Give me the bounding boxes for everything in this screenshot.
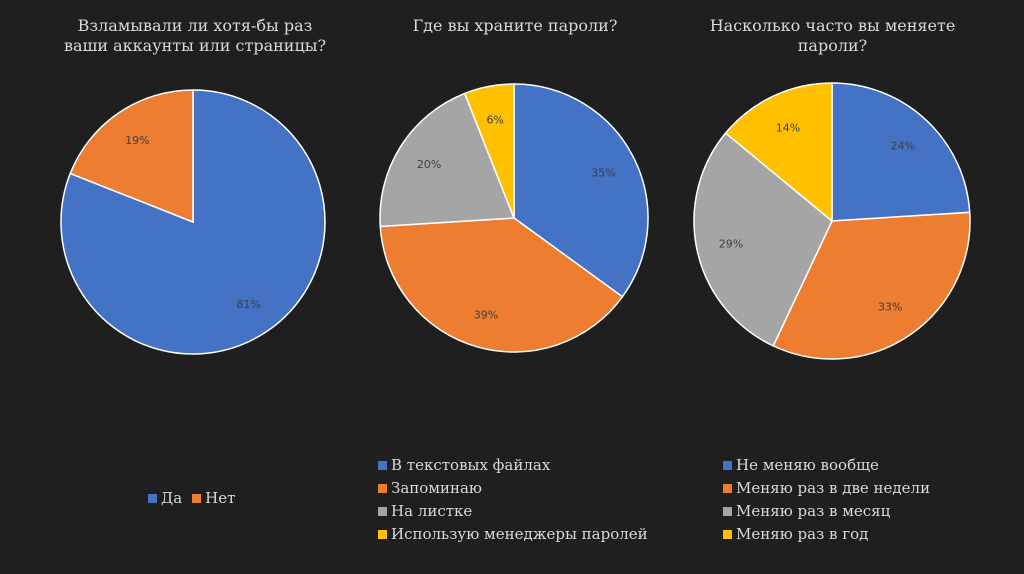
legend-swatch bbox=[148, 494, 157, 503]
legend-swatch bbox=[723, 507, 732, 516]
slice-label: 81% bbox=[236, 298, 260, 311]
pie-chart-password-change: Насколько часто вы меняете пароли? 24% 33… bbox=[665, 0, 1000, 574]
legend: В текстовых файлах Запоминаю На листке Испо… bbox=[378, 454, 648, 546]
legend-item: Использую менеджеры паролей bbox=[378, 523, 648, 546]
pie-slice bbox=[379, 92, 516, 228]
slice-label: 33% bbox=[878, 301, 902, 314]
slice-label: 29% bbox=[719, 238, 743, 251]
legend-item: В текстовых файлах bbox=[378, 454, 648, 477]
pie-slice bbox=[772, 211, 971, 360]
legend-label: Меняю раз в год bbox=[736, 525, 869, 543]
legend-label: В текстовых файлах bbox=[391, 456, 551, 474]
slice-label: 6% bbox=[486, 113, 503, 126]
legend-item: Меняю раз в две недели bbox=[723, 477, 930, 500]
legend-swatch bbox=[378, 484, 387, 493]
legend-label: Использую менеджеры паролей bbox=[391, 525, 648, 543]
legend-swatch bbox=[378, 507, 387, 516]
pie-slice bbox=[513, 83, 649, 298]
pie-slice bbox=[379, 217, 624, 353]
legend: Не меняю вообще Меняю раз в две недели Мен… bbox=[723, 454, 930, 546]
legend-label: Да bbox=[161, 489, 183, 507]
pie-chart-hacked: Взламывали ли хотя-бы раз ваши аккаунты … bbox=[30, 0, 360, 574]
legend-label: На листке bbox=[391, 502, 473, 520]
slice-label: 19% bbox=[125, 134, 149, 147]
slice-label: 35% bbox=[591, 166, 615, 179]
legend-swatch bbox=[192, 494, 202, 503]
slice-label: 24% bbox=[891, 140, 915, 153]
pie-slice bbox=[693, 131, 833, 347]
pie-svg: 35% 39% 20% 6% bbox=[379, 83, 649, 353]
legend-item: Меняю раз в год bbox=[723, 523, 930, 546]
chart-title: Насколько часто вы меняете пароли? bbox=[709, 16, 956, 55]
legend-label: Нет bbox=[205, 489, 236, 507]
legend-label: Меняю раз в две недели bbox=[736, 479, 931, 497]
pie-svg: 81% 19% bbox=[60, 89, 326, 355]
pie-slice bbox=[831, 82, 971, 222]
slice-label: 20% bbox=[417, 158, 441, 171]
pie-slice bbox=[463, 83, 515, 219]
legend-label: Меняю раз в месяц bbox=[736, 502, 891, 520]
slice-label: 14% bbox=[776, 121, 800, 134]
slice-label: 39% bbox=[474, 309, 498, 322]
legend-label: Запоминаю bbox=[391, 479, 482, 497]
legend-swatch bbox=[723, 484, 732, 493]
chart-title: Взламывали ли хотя-бы раз ваши аккаунты … bbox=[63, 16, 327, 55]
pie-svg: 24% 33% 29% 14% bbox=[693, 82, 971, 360]
chart-title: Где вы храните пароли? bbox=[412, 16, 618, 35]
legend-swatch bbox=[723, 461, 732, 470]
legend-item: Не меняю вообще bbox=[723, 454, 930, 477]
pie-slice bbox=[69, 89, 194, 224]
pie-slice bbox=[724, 82, 833, 223]
legend-swatch bbox=[378, 461, 387, 470]
legend-item: На листке bbox=[378, 500, 648, 523]
legend-item: Запоминаю bbox=[378, 477, 648, 500]
pie-chart-password-storage: Где вы храните пароли? 35% 39% 20% 6% В тек… bbox=[345, 0, 685, 574]
legend-swatch bbox=[723, 530, 732, 539]
legend-item: Нет bbox=[192, 487, 235, 510]
legend-item: Да bbox=[148, 487, 182, 510]
legend-item: Меняю раз в месяц bbox=[723, 500, 930, 523]
legend-label: Не меняю вообще bbox=[736, 456, 879, 474]
legend-swatch bbox=[378, 530, 387, 539]
legend: Да Нет bbox=[148, 487, 235, 510]
